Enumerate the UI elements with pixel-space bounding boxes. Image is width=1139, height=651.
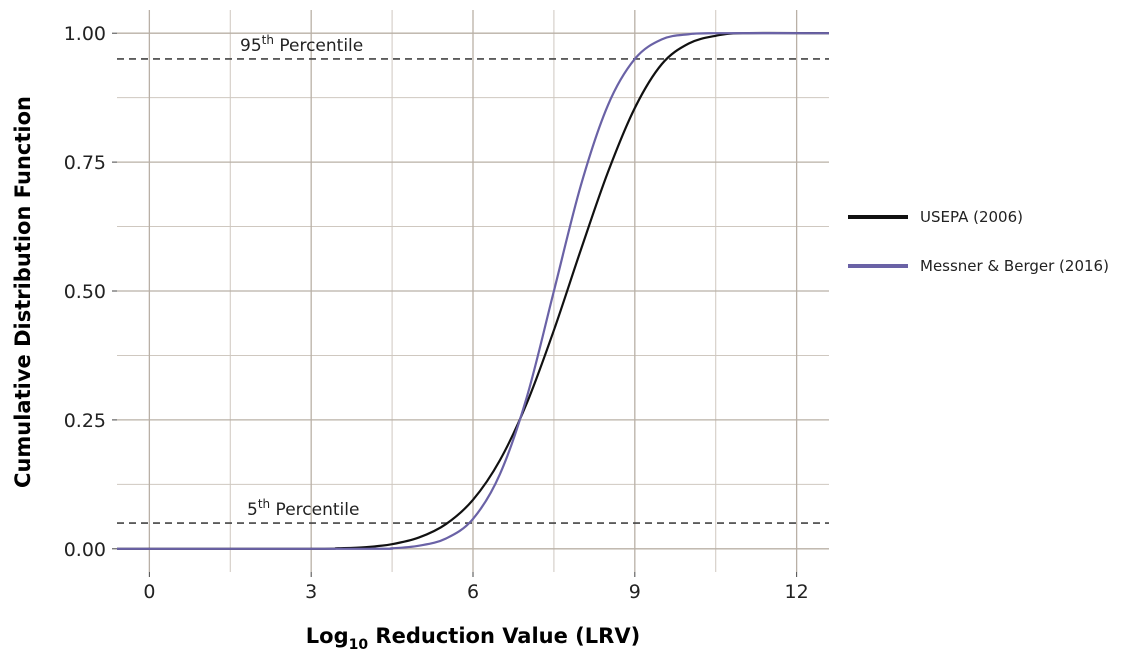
legend-label: USEPA (2006)	[920, 208, 1023, 226]
series-lines	[116, 31, 830, 550]
legend: USEPA (2006) Messner & Berger (2016)	[848, 208, 1109, 275]
x-axis-title: Log10 Reduction Value (LRV)	[306, 624, 640, 651]
series-line-messner-berger	[116, 32, 830, 550]
y-tick-label: 0.25	[64, 410, 106, 432]
legend-label: Messner & Berger (2016)	[920, 257, 1109, 275]
x-tick-label: 0	[143, 581, 155, 603]
y-tick-label: 0.50	[64, 281, 106, 303]
percentile-label: 95th Percentile	[240, 33, 363, 56]
y-axis-ticks: 0.00 0.25 0.50 0.75 1.00	[64, 23, 117, 561]
x-tick-label: 6	[467, 581, 479, 603]
y-axis-title: Cumulative Distribution Function	[11, 96, 35, 488]
y-tick-label: 0.75	[64, 152, 106, 174]
y-tick-label: 0.00	[64, 539, 106, 561]
x-tick-label: 3	[305, 581, 317, 603]
x-tick-label: 12	[785, 581, 809, 603]
x-tick-label: 9	[629, 581, 641, 603]
x-axis-ticks: 0 3 6 9 12	[143, 572, 809, 603]
y-tick-label: 1.00	[64, 23, 106, 45]
percentile-label: 5th Percentile	[247, 497, 359, 520]
reference-lines: 95th Percentile 5th Percentile	[117, 33, 829, 524]
grid	[117, 10, 829, 572]
